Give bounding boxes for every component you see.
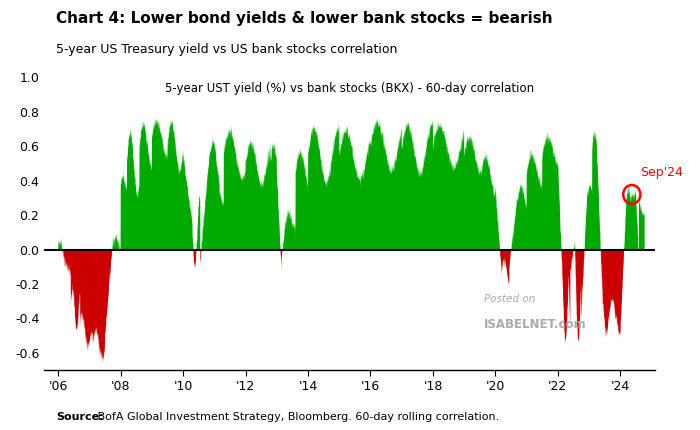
Text: Source:: Source: — [56, 412, 104, 422]
Text: Chart 4: Lower bond yields & lower bank stocks = bearish: Chart 4: Lower bond yields & lower bank … — [56, 11, 552, 26]
Text: BofA Global Investment Strategy, Bloomberg. 60-day rolling correlation.: BofA Global Investment Strategy, Bloombe… — [94, 412, 500, 422]
Text: Posted on: Posted on — [484, 294, 535, 304]
Text: ISABELNET.com: ISABELNET.com — [484, 318, 587, 331]
Text: 5-year UST yield (%) vs bank stocks (BKX) - 60-day correlation: 5-year UST yield (%) vs bank stocks (BKX… — [165, 82, 534, 95]
Text: Sep'24: Sep'24 — [640, 166, 683, 179]
Text: 5-year US Treasury yield vs US bank stocks correlation: 5-year US Treasury yield vs US bank stoc… — [56, 43, 398, 56]
